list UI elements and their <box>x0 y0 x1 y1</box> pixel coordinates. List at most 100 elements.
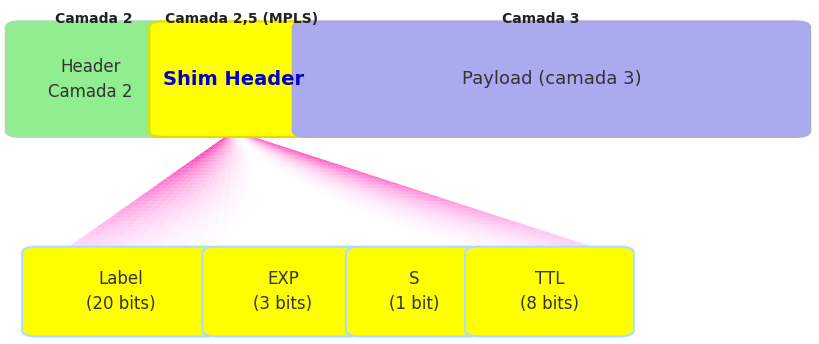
Polygon shape <box>432 200 444 201</box>
Polygon shape <box>188 217 198 218</box>
Polygon shape <box>390 227 404 229</box>
Polygon shape <box>302 243 315 245</box>
Polygon shape <box>371 222 383 223</box>
Polygon shape <box>339 230 351 232</box>
Polygon shape <box>473 214 486 216</box>
Polygon shape <box>194 226 206 227</box>
Polygon shape <box>179 180 186 181</box>
Polygon shape <box>529 230 545 232</box>
Polygon shape <box>297 191 306 193</box>
Polygon shape <box>330 206 340 207</box>
Polygon shape <box>289 161 296 162</box>
Polygon shape <box>459 213 473 214</box>
Polygon shape <box>274 237 287 239</box>
Polygon shape <box>203 170 209 171</box>
Polygon shape <box>344 184 353 185</box>
Polygon shape <box>236 135 238 137</box>
Polygon shape <box>256 177 262 178</box>
Polygon shape <box>220 161 224 162</box>
Polygon shape <box>232 131 233 132</box>
Polygon shape <box>248 161 253 162</box>
Polygon shape <box>263 180 269 181</box>
Polygon shape <box>481 217 495 218</box>
Polygon shape <box>310 164 317 165</box>
Polygon shape <box>355 193 365 194</box>
Polygon shape <box>229 187 236 189</box>
Polygon shape <box>346 191 355 193</box>
Polygon shape <box>225 145 228 147</box>
Polygon shape <box>281 197 290 198</box>
Polygon shape <box>234 135 235 137</box>
Polygon shape <box>157 193 166 194</box>
Polygon shape <box>247 165 251 167</box>
Polygon shape <box>495 245 512 246</box>
Polygon shape <box>292 151 298 152</box>
Polygon shape <box>247 145 251 147</box>
Polygon shape <box>144 204 154 206</box>
Polygon shape <box>535 236 551 237</box>
Polygon shape <box>248 139 252 141</box>
Polygon shape <box>206 148 210 149</box>
Polygon shape <box>237 210 247 211</box>
Polygon shape <box>237 154 240 155</box>
Polygon shape <box>489 241 505 243</box>
Polygon shape <box>568 243 586 245</box>
Polygon shape <box>420 201 432 203</box>
Polygon shape <box>214 161 218 162</box>
Polygon shape <box>233 145 234 147</box>
Polygon shape <box>299 239 313 240</box>
Polygon shape <box>208 193 215 194</box>
Polygon shape <box>210 189 216 190</box>
Polygon shape <box>210 145 215 147</box>
Polygon shape <box>230 137 232 138</box>
Polygon shape <box>407 210 419 211</box>
Polygon shape <box>251 142 255 144</box>
Polygon shape <box>244 195 251 197</box>
Polygon shape <box>237 142 238 144</box>
Polygon shape <box>246 207 255 208</box>
Polygon shape <box>454 214 468 216</box>
Polygon shape <box>234 138 236 139</box>
Polygon shape <box>186 204 195 206</box>
Polygon shape <box>395 230 409 232</box>
Polygon shape <box>281 175 287 177</box>
Polygon shape <box>259 197 267 198</box>
Polygon shape <box>243 135 247 137</box>
Polygon shape <box>135 211 146 213</box>
Polygon shape <box>238 220 248 222</box>
Polygon shape <box>240 139 242 141</box>
Polygon shape <box>315 217 327 218</box>
Polygon shape <box>234 142 236 144</box>
Polygon shape <box>465 232 481 233</box>
Polygon shape <box>445 214 458 216</box>
Polygon shape <box>193 229 205 230</box>
Polygon shape <box>249 141 252 142</box>
Polygon shape <box>272 184 279 185</box>
Polygon shape <box>309 165 316 167</box>
Polygon shape <box>70 245 84 246</box>
Polygon shape <box>411 233 425 235</box>
Polygon shape <box>275 147 281 148</box>
Polygon shape <box>189 239 201 240</box>
Polygon shape <box>439 216 452 217</box>
Polygon shape <box>175 197 184 198</box>
Polygon shape <box>233 131 237 132</box>
Polygon shape <box>155 210 165 211</box>
Polygon shape <box>234 155 238 157</box>
Polygon shape <box>142 236 155 237</box>
Polygon shape <box>207 149 211 151</box>
Polygon shape <box>369 214 381 216</box>
Polygon shape <box>333 236 346 237</box>
Polygon shape <box>294 214 305 216</box>
Polygon shape <box>235 142 237 144</box>
Polygon shape <box>202 178 209 180</box>
Polygon shape <box>146 191 154 193</box>
Polygon shape <box>220 204 229 206</box>
Polygon shape <box>362 184 372 185</box>
Polygon shape <box>334 237 348 239</box>
Polygon shape <box>236 191 243 193</box>
Polygon shape <box>505 243 521 245</box>
Polygon shape <box>287 195 296 197</box>
Polygon shape <box>227 135 229 137</box>
Polygon shape <box>269 172 274 174</box>
